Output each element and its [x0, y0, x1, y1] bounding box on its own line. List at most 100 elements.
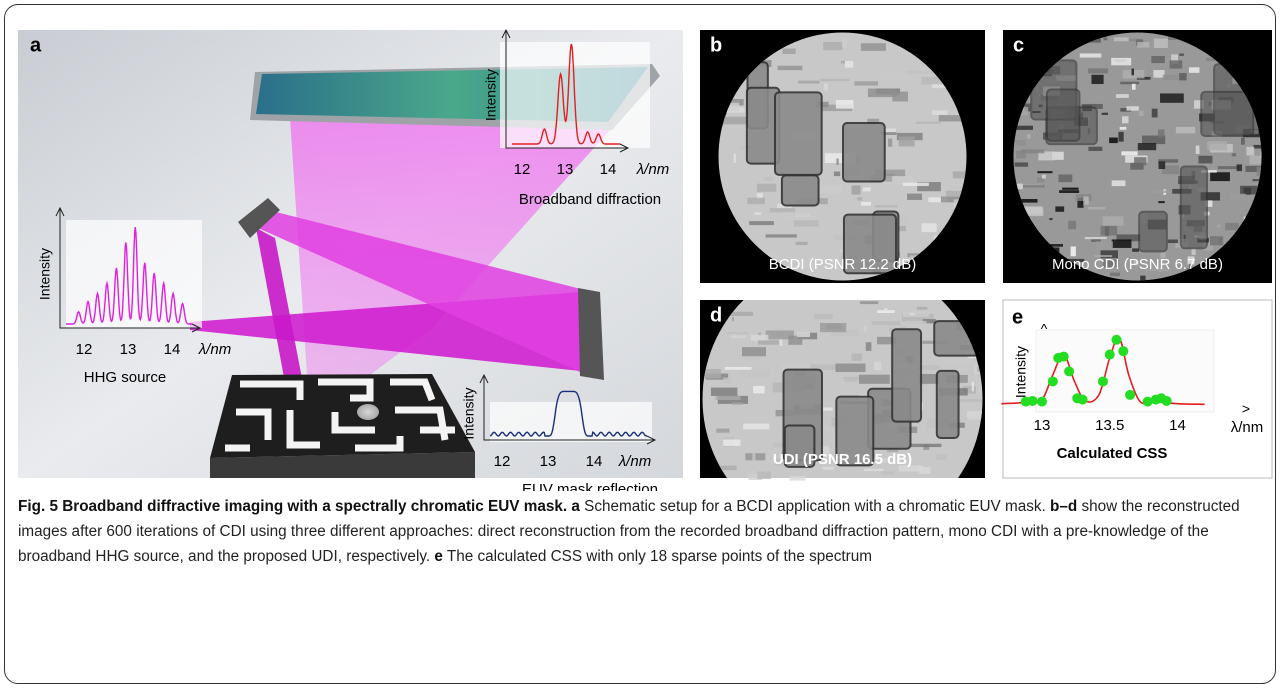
speckle	[1049, 218, 1052, 220]
speckle	[1210, 172, 1230, 181]
speckle	[732, 317, 734, 321]
speckle	[1126, 106, 1138, 110]
y-axis-label: Intensity	[461, 387, 477, 439]
speckle	[861, 202, 871, 206]
feature	[1181, 166, 1207, 248]
feature	[1139, 212, 1167, 252]
speckle	[764, 177, 774, 181]
speckle	[917, 307, 927, 310]
speckle	[916, 122, 941, 124]
x-tick-label: 12	[494, 453, 511, 470]
speckle	[903, 183, 929, 186]
speckle	[1179, 73, 1186, 80]
feature	[892, 329, 921, 421]
data-point	[1037, 397, 1047, 407]
speckle	[1055, 206, 1064, 211]
speckle	[1114, 37, 1129, 41]
data-point	[1162, 396, 1172, 406]
speckle	[1118, 132, 1123, 142]
speckle	[936, 454, 947, 459]
panel-label: d	[710, 304, 722, 326]
speckle	[1163, 75, 1179, 80]
speckle	[715, 396, 740, 400]
speckle	[868, 89, 897, 98]
speckle	[888, 139, 892, 147]
image-caption: Mono CDI (PSNR 6.7 dB)	[1052, 256, 1223, 273]
speckle	[1083, 196, 1089, 204]
speckle	[749, 221, 774, 225]
data-point	[1078, 395, 1088, 405]
speckle	[1237, 164, 1242, 171]
speckle	[1158, 129, 1165, 137]
speckle	[861, 43, 886, 51]
speckle	[753, 386, 764, 393]
speckle	[1103, 216, 1124, 225]
speckle	[742, 347, 766, 356]
speckle	[1112, 239, 1132, 248]
axis-arrow: ^	[1041, 321, 1048, 337]
speckle	[1080, 53, 1102, 57]
speckle	[797, 332, 810, 337]
speckle	[798, 81, 819, 84]
data-point	[1064, 366, 1074, 376]
speckle	[770, 208, 795, 212]
speckle	[1200, 283, 1224, 287]
speckle	[1168, 239, 1178, 243]
speckle	[881, 471, 894, 474]
speckle	[731, 335, 746, 338]
speckle	[711, 388, 737, 396]
speckle	[747, 198, 765, 204]
y-axis-label: Intensity	[483, 69, 499, 121]
speckle	[732, 402, 743, 404]
data-point	[1028, 396, 1038, 406]
speckle	[983, 49, 997, 54]
data-point	[1048, 376, 1058, 386]
speckle	[903, 311, 929, 317]
speckle	[859, 375, 890, 384]
caption-text: b–d	[1050, 498, 1077, 515]
y-axis-label: Intensity	[1013, 346, 1029, 398]
y-axis-label: Intensity	[37, 248, 53, 300]
speckle	[1225, 223, 1239, 230]
speckle	[823, 42, 842, 50]
speckle	[1154, 190, 1169, 193]
speckle	[1088, 207, 1106, 209]
speckle	[823, 407, 833, 410]
speckle	[836, 158, 838, 164]
speckle	[1217, 225, 1220, 228]
speckle	[1062, 188, 1078, 190]
speckle	[740, 370, 769, 378]
speckle	[1071, 246, 1076, 256]
speckle	[1021, 149, 1044, 153]
feature	[775, 92, 822, 175]
speckle	[1132, 248, 1139, 251]
image-caption: UDI (PSNR 16.5 dB)	[773, 451, 912, 468]
speckle	[953, 171, 966, 178]
speckle	[1246, 147, 1254, 156]
mirror-right	[578, 288, 604, 380]
speckle	[1170, 60, 1183, 68]
speckle	[1158, 201, 1164, 203]
speckle	[757, 472, 771, 480]
caption-text: Fig. 5 Broadband diffractive imaging wit…	[18, 498, 580, 515]
speckle	[1198, 156, 1212, 164]
speckle	[852, 185, 861, 194]
axis-arrow: >	[1242, 401, 1250, 417]
x-tick-label: 14	[586, 453, 603, 470]
speckle	[1152, 109, 1158, 118]
speckle	[834, 172, 840, 177]
speckle	[1068, 221, 1076, 229]
speckle	[1096, 241, 1113, 250]
speckle	[1122, 116, 1129, 123]
speckle	[1179, 54, 1184, 56]
speckle	[1120, 82, 1139, 85]
x-tick-label: 13	[120, 341, 137, 358]
speckle	[1139, 111, 1144, 116]
x-axis-label: λ/nm	[618, 453, 651, 470]
speckle	[704, 369, 721, 378]
speckle	[795, 213, 810, 217]
speckle	[1037, 171, 1052, 173]
caption-text: Schematic setup for a BCDI application w…	[580, 498, 1050, 515]
speckle	[1109, 138, 1118, 144]
speckle	[725, 367, 752, 370]
